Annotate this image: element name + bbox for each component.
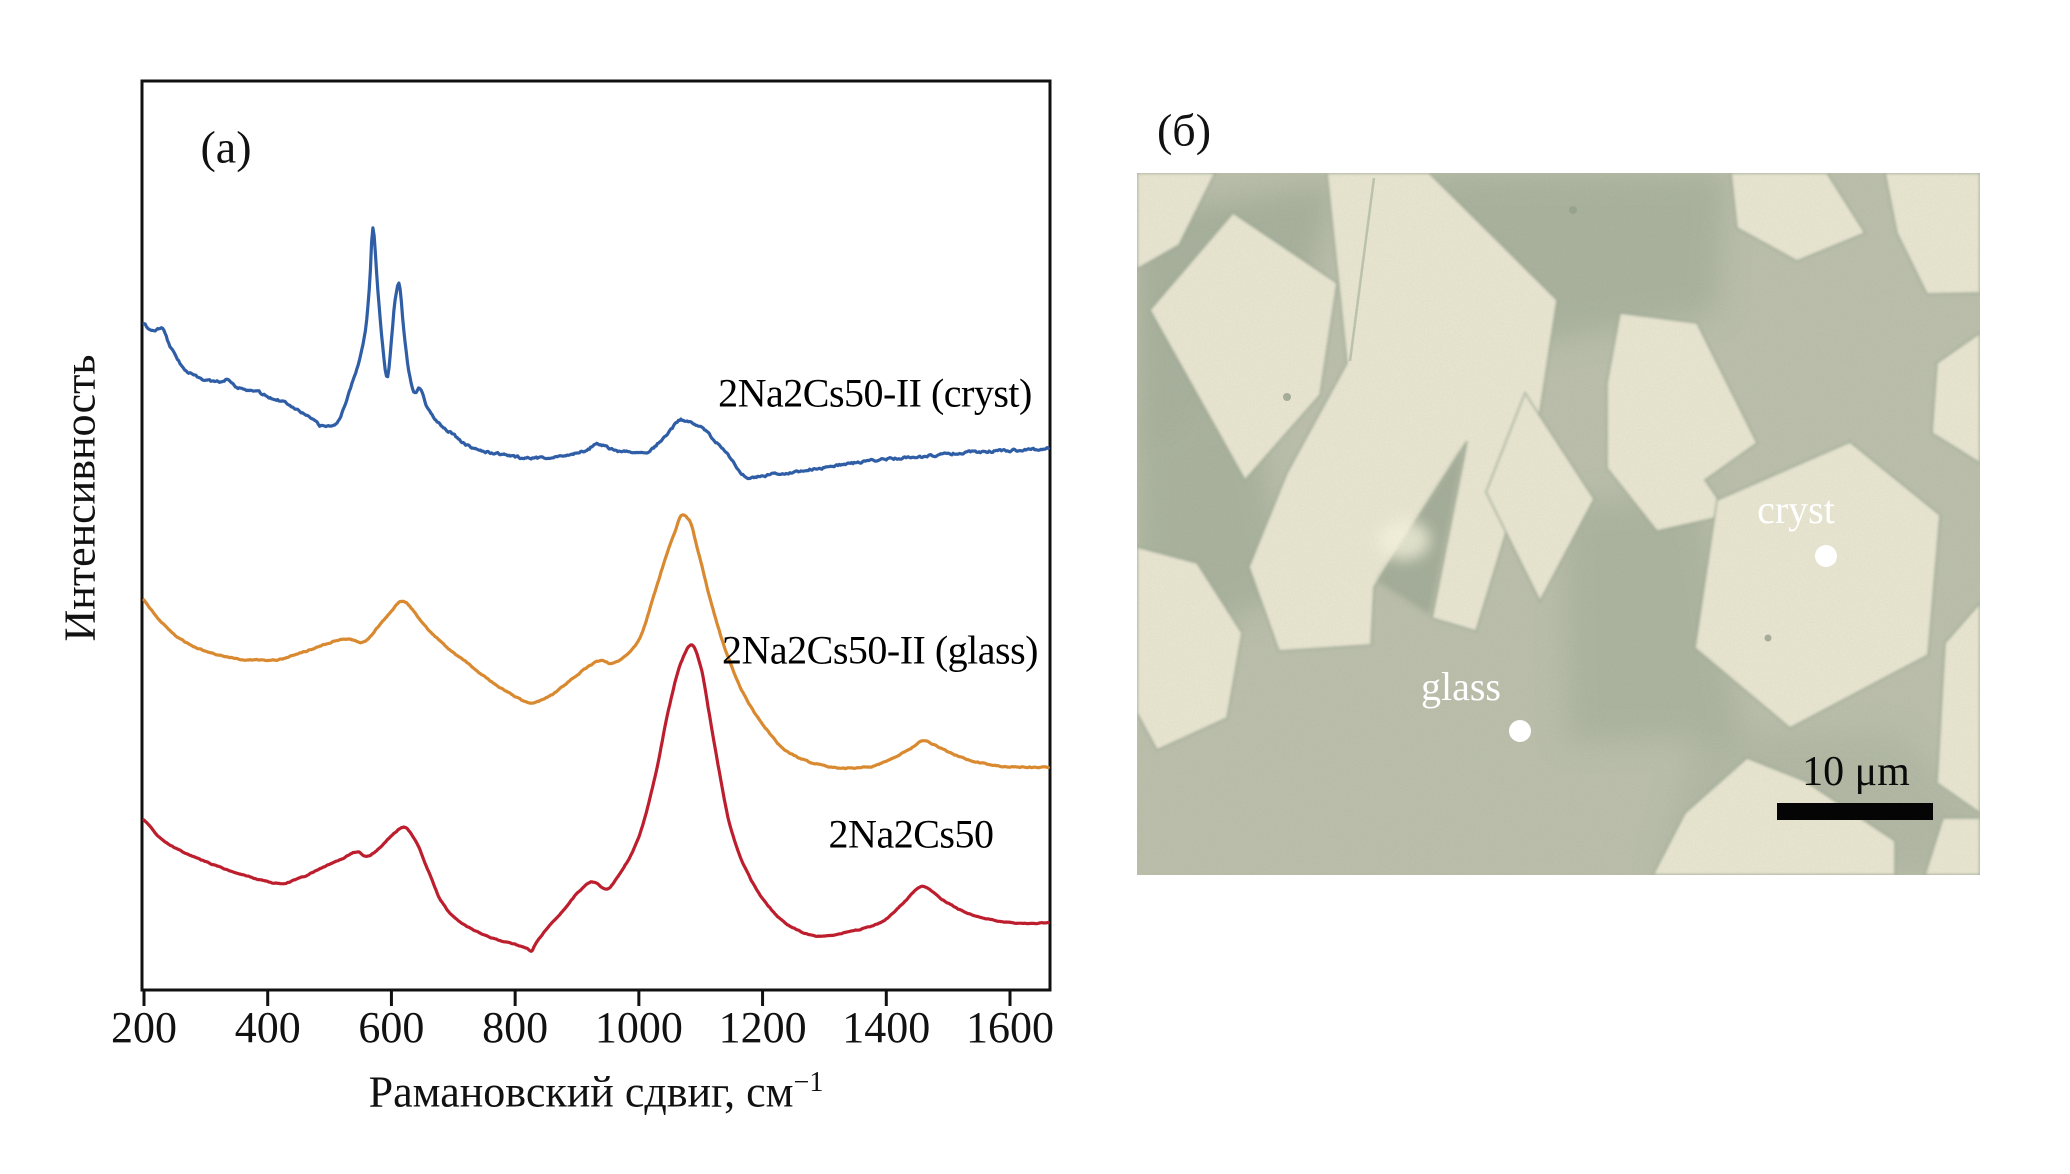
spectrum-glass — [142, 513, 1050, 771]
plot-box-border — [140, 79, 1052, 992]
x-tick-label: 800 — [482, 1003, 549, 1052]
spectrum-base — [142, 643, 1050, 953]
x-tick-label: 400 — [234, 1003, 301, 1052]
panel-b-tag: (б) — [1156, 104, 1212, 156]
cryst-point-marker — [1815, 545, 1837, 567]
micrograph: cryst glass 10 μm — [1137, 173, 1980, 875]
x-tick-label: 1600 — [965, 1003, 1054, 1052]
x-axis-label-text: Рамановский сдвиг, см — [368, 1067, 794, 1117]
scale-bar-label: 10 μm — [1802, 749, 1910, 795]
x-tick-label: 1000 — [594, 1003, 683, 1052]
spectrum-cryst — [142, 226, 1050, 481]
film-grain-overlay — [1137, 173, 1980, 875]
x-tick-label: 1400 — [842, 1003, 931, 1052]
x-axis-label: Рамановский сдвиг, см−1 — [369, 1067, 824, 1118]
trace-label-base: 2Na2Cs50 — [828, 811, 994, 857]
cryst-point-label: cryst — [1757, 487, 1835, 532]
x-axis-label-exponent: −1 — [793, 1066, 824, 1098]
x-tick-label: 1200 — [718, 1003, 807, 1052]
y-axis-label: Интенсивность — [55, 354, 105, 642]
scale-bar — [1777, 803, 1933, 820]
panel-a-tag: (a) — [200, 121, 252, 173]
x-axis-ticks — [142, 990, 1012, 1006]
trace-label-cryst: 2Na2Cs50-II (cryst) — [718, 370, 1032, 416]
glass-point-marker — [1509, 720, 1531, 742]
trace-label-glass: 2Na2Cs50-II (glass) — [722, 627, 1039, 673]
x-tick-label: 600 — [358, 1003, 425, 1052]
glass-point-label: glass — [1421, 664, 1501, 709]
x-tick-label: 200 — [111, 1003, 177, 1052]
